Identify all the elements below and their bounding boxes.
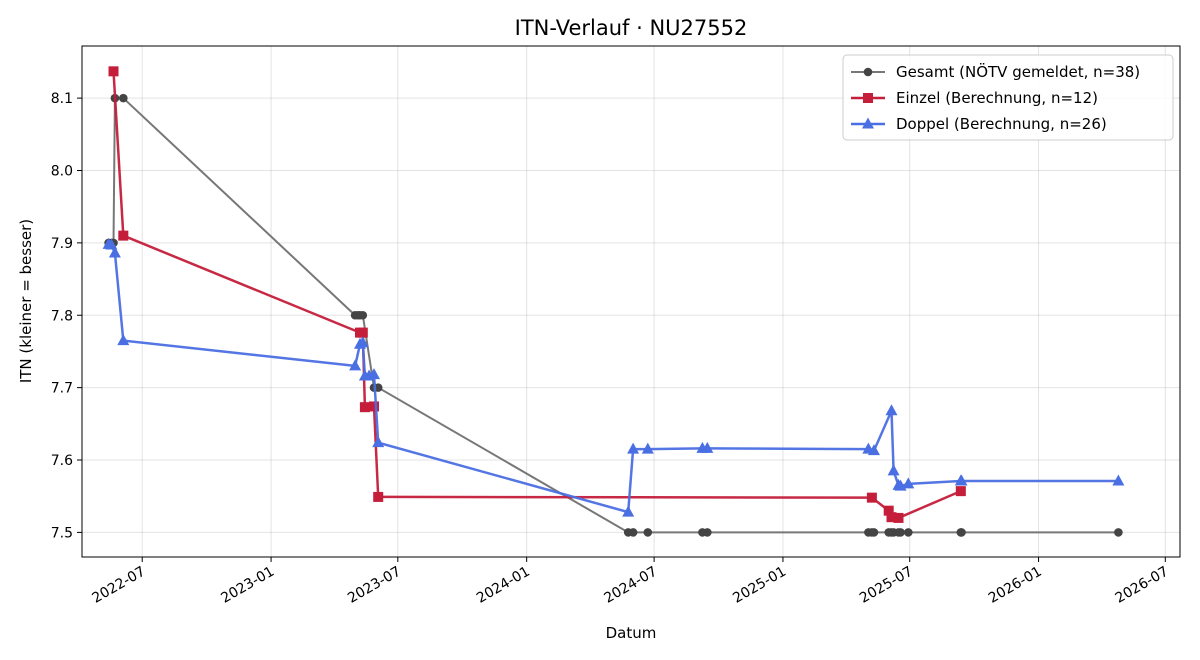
data-point xyxy=(643,528,653,537)
data-point xyxy=(349,359,362,371)
data-point xyxy=(628,528,638,537)
legend-marker xyxy=(863,93,873,103)
data-point xyxy=(955,474,968,486)
data-point xyxy=(1114,528,1123,537)
x-tick-label: 2025-07 xyxy=(857,564,916,607)
data-point xyxy=(108,66,119,77)
x-axis-label: Datum xyxy=(606,624,657,642)
data-point xyxy=(885,404,898,416)
y-tick-label: 8.1 xyxy=(51,91,73,107)
data-point xyxy=(904,528,913,537)
data-point xyxy=(866,492,877,503)
legend-label: Gesamt (NÖTV gemeldet, n=38) xyxy=(896,62,1140,81)
data-point xyxy=(119,93,128,103)
data-point xyxy=(883,505,894,516)
x-tick-label: 2024-07 xyxy=(601,564,660,607)
data-point xyxy=(1112,474,1125,486)
series-3 xyxy=(102,237,1125,517)
x-tick-label: 2022-07 xyxy=(90,564,149,607)
data-point xyxy=(869,528,879,537)
y-tick-label: 7.9 xyxy=(51,236,73,252)
x-tick-label: 2026-01 xyxy=(986,564,1045,607)
series-line xyxy=(108,243,1119,514)
data-point xyxy=(357,327,368,338)
data-point xyxy=(372,436,385,448)
data-point xyxy=(373,491,384,502)
series-line xyxy=(112,71,962,520)
legend: Gesamt (NÖTV gemeldet, n=38) Einzel (Bere… xyxy=(842,54,1174,141)
plot-series xyxy=(102,66,1125,537)
data-point xyxy=(359,402,370,413)
data-point xyxy=(108,246,121,258)
x-tick-label: 2023-01 xyxy=(218,564,277,607)
legend-marker xyxy=(863,67,873,77)
legend-marker xyxy=(862,117,874,129)
y-tick-label: 8.0 xyxy=(51,163,73,179)
legend-item-2: Einzel (Berechnung, n=12) xyxy=(851,89,1098,107)
data-point xyxy=(369,401,380,412)
x-axis-ticks: 2022-07 2023-01 2023-07 2024-01 2024-07 2025-… xyxy=(90,557,1172,607)
y-tick-label: 7.7 xyxy=(51,381,73,397)
data-point xyxy=(641,442,654,454)
y-tick-label: 7.6 xyxy=(51,453,73,469)
series-1 xyxy=(104,93,1123,537)
x-tick-label: 2026-07 xyxy=(1113,564,1172,607)
data-point xyxy=(358,310,368,320)
plot-frame xyxy=(81,45,1181,558)
data-point xyxy=(902,477,915,489)
data-point xyxy=(886,512,897,523)
y-tick-label: 7.5 xyxy=(51,525,73,541)
data-point xyxy=(896,528,905,537)
legend-item-3: Doppel (Berechnung, n=26) xyxy=(851,115,1107,133)
series-2 xyxy=(108,66,966,523)
data-point xyxy=(105,238,118,250)
data-point xyxy=(368,368,381,380)
legend-item-1: Gesamt (NÖTV gemeldet, n=38) xyxy=(851,62,1140,81)
data-point xyxy=(887,464,900,476)
chart-title: ITN-Verlauf · NU27552 xyxy=(515,16,748,40)
y-axis-label: ITN (kleiner = besser) xyxy=(17,219,35,383)
data-point xyxy=(117,334,130,346)
legend-label: Einzel (Berechnung, n=12) xyxy=(896,89,1098,107)
data-point xyxy=(701,441,714,453)
legend-label: Doppel (Berechnung, n=26) xyxy=(896,115,1107,133)
data-point xyxy=(955,486,966,497)
data-point xyxy=(627,442,640,454)
x-tick-label: 2025-01 xyxy=(730,564,789,607)
y-axis-ticks: 7.5 7.6 7.7 7.8 7.9 8.0 8.1 xyxy=(51,91,82,541)
data-point xyxy=(118,230,129,241)
data-point xyxy=(622,505,635,517)
data-point xyxy=(957,528,966,537)
y-tick-label: 7.8 xyxy=(51,308,73,324)
data-point xyxy=(703,528,712,537)
data-point xyxy=(867,444,880,456)
data-point xyxy=(893,512,904,523)
legend-box xyxy=(842,54,1174,141)
data-point xyxy=(356,336,369,348)
x-tick-label: 2023-07 xyxy=(345,564,404,607)
x-tick-label: 2024-01 xyxy=(474,564,533,607)
